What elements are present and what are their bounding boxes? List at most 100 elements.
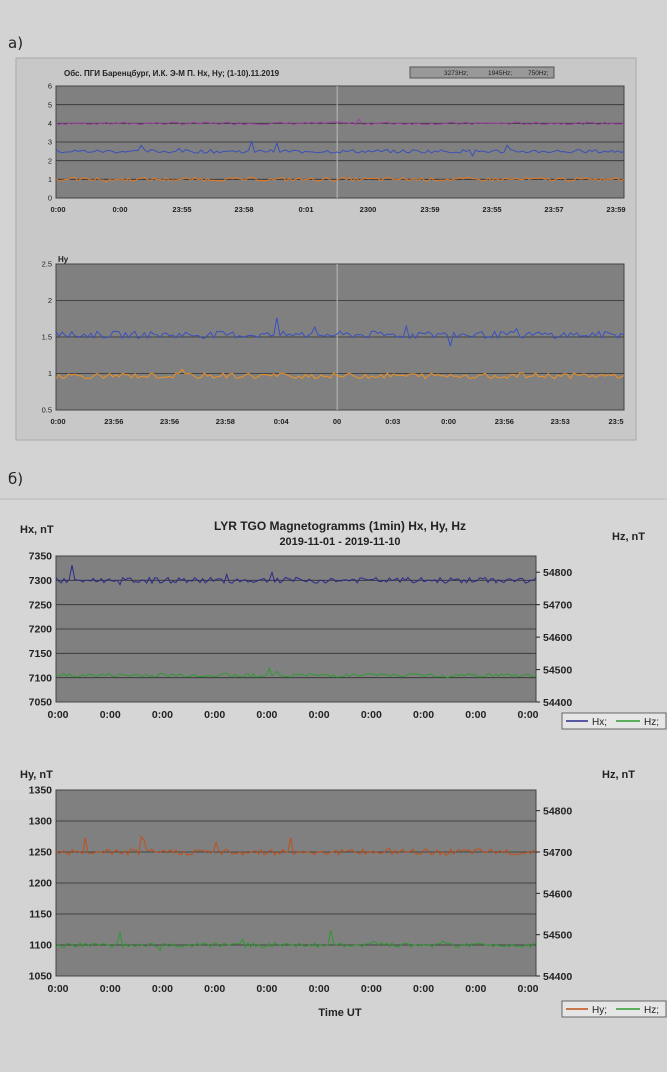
series-line-1 [55,666,537,679]
x-tick-label: 0:00 [47,709,68,721]
y-tick-label: 7250 [29,599,53,611]
x-tick-label: 00 [333,417,341,426]
x-tick-label: 0:00 [441,417,456,426]
chart-a1-legend-item-0: 3273Hz; [444,70,468,77]
y-tick-label: 1250 [29,847,53,859]
x-tick-label: 0:00 [204,709,225,721]
x-tick-label: 0:00 [465,709,486,721]
y-tick-label: 7050 [29,697,53,709]
chart-a2: 0.5 1 1.5 2 2.5 0:00 23:56 23:56 23:58 0:04 00 0:03… [42,260,625,426]
y-tick-label: 3 [48,138,52,147]
x-tick-label: 0:00 [309,983,330,995]
y-tick-label: 1100 [29,940,52,952]
y2-tick-label: 54400 [543,697,572,709]
chart-b2-legend-item-1: Hz; [644,1005,659,1016]
y-tick-label: 1 [48,175,52,184]
x-tick-label: 0:00 [256,983,277,995]
chart-b2-xlabel: Time UT [318,1007,361,1019]
series-line-1 [55,930,537,952]
y2-tick-label: 54600 [543,888,572,900]
x-tick-label: 23:57 [544,205,563,214]
x-tick-label: 0:00 [517,983,538,995]
chart-b2-ylabel: Hy, nT [20,769,53,781]
chart-b1-y2label: Hz, nT [612,531,645,543]
chart-a1-legend-item-2: 750Hz; [528,70,549,77]
series-line-1 [55,368,625,380]
chart-b2-y2label: Hz, nT [602,769,635,781]
y-tick-label: 1150 [29,909,52,921]
x-tick-label: 0:00 [465,983,486,995]
y-tick-label: 2 [48,156,52,165]
y-tick-label: 0 [48,194,52,203]
x-tick-label: 0:00 [517,709,538,721]
y2-tick-label: 54700 [543,600,572,612]
y-tick-label: 5 [48,100,52,109]
y-tick-label: 1350 [29,785,53,797]
chart-a1-legend [409,66,555,79]
chart-b1-legend-item-1: Hz; [644,717,659,728]
y-tick-label: 7150 [29,648,53,660]
y-tick-label: 1050 [29,971,53,983]
series-line-1 [55,139,625,157]
x-tick-label: 23:55 [172,205,191,214]
y-tick-label: 7300 [29,575,53,587]
y2-tick-label: 54500 [543,930,572,942]
chart-b1-legend [561,712,667,730]
x-tick-label: 0:00 [100,709,121,721]
x-tick-label: 0:00 [413,709,434,721]
chart-b1-legend-item-0: Hx; [592,717,607,728]
chart-b2-legend [561,1000,667,1018]
x-tick-label: 23:56 [495,417,514,426]
y-tick-label: 1200 [29,878,53,890]
x-tick-label: 0:00 [152,983,173,995]
series-line-0 [55,835,537,857]
y2-tick-label: 54400 [543,971,572,983]
y-tick-label: 2.5 [42,260,52,269]
series-line-0 [55,317,625,347]
x-tick-label: 23:56 [104,417,123,426]
x-tick-label: 0:03 [385,417,400,426]
chart-b2: 1050 1100 1150 1200 1250 1300 1350 54400 54500 54… [29,785,573,995]
y2-tick-label: 54600 [543,632,572,644]
x-tick-label: 0:00 [100,983,121,995]
x-tick-label: 0:00 [309,709,330,721]
chart-a2-ylabel: Hy [58,255,69,264]
x-tick-label: 23:56 [160,417,179,426]
x-tick-label: 0:00 [152,709,173,721]
y-tick-label: 2 [48,296,52,305]
chart-b1: 7050 7100 7150 7200 7250 7300 7350 54400 54500 54… [29,551,573,721]
y2-tick-label: 54800 [543,806,572,818]
y-tick-label: 7350 [29,551,53,563]
x-tick-label: 0:00 [50,205,65,214]
x-tick-label: 0:00 [47,983,68,995]
y-tick-label: 6 [48,82,52,91]
x-tick-label: 0:00 [204,983,225,995]
panel-b-label: б) [8,470,24,488]
x-tick-label: 23:53 [551,417,570,426]
chart-b1-subtitle: 2019-11-01 - 2019-11-10 [279,536,400,548]
x-tick-label: 0:00 [413,983,434,995]
x-tick-label: 0:01 [298,205,313,214]
x-tick-label: 0:04 [274,417,290,426]
y-tick-label: 0.5 [42,406,52,415]
x-tick-label: 0:00 [256,709,277,721]
y-tick-label: 1 [48,369,52,378]
chart-a1-legend-item-1: 1945Hz; [488,70,512,77]
series-line-0 [55,565,537,586]
chart-b1-ylabel: Hx, nT [20,524,54,536]
y-tick-label: 7200 [29,624,53,636]
y-tick-label: 4 [48,119,52,128]
y2-tick-label: 54700 [543,847,572,859]
x-tick-label: 2300 [360,205,377,214]
chart-b2-legend-item-0: Hy; [592,1005,607,1016]
panel-a-label: а) [8,34,24,52]
x-tick-label: 23:55 [482,205,501,214]
y-tick-label: 7100 [29,672,53,684]
x-tick-label: 0:00 [361,709,382,721]
x-tick-label: 23:58 [216,417,235,426]
y-tick-label: 1300 [29,816,53,828]
chart-b1-title: LYR TGO Magnetogramms (1min) Hx, Hy, Hz [214,519,466,533]
y2-tick-label: 54500 [543,665,572,677]
chart-a1-title: Обс. ПГИ Баренцбург, И.К. Э-М П. Нх, Ну;… [64,69,280,78]
x-tick-label: 23:5 [608,417,623,426]
